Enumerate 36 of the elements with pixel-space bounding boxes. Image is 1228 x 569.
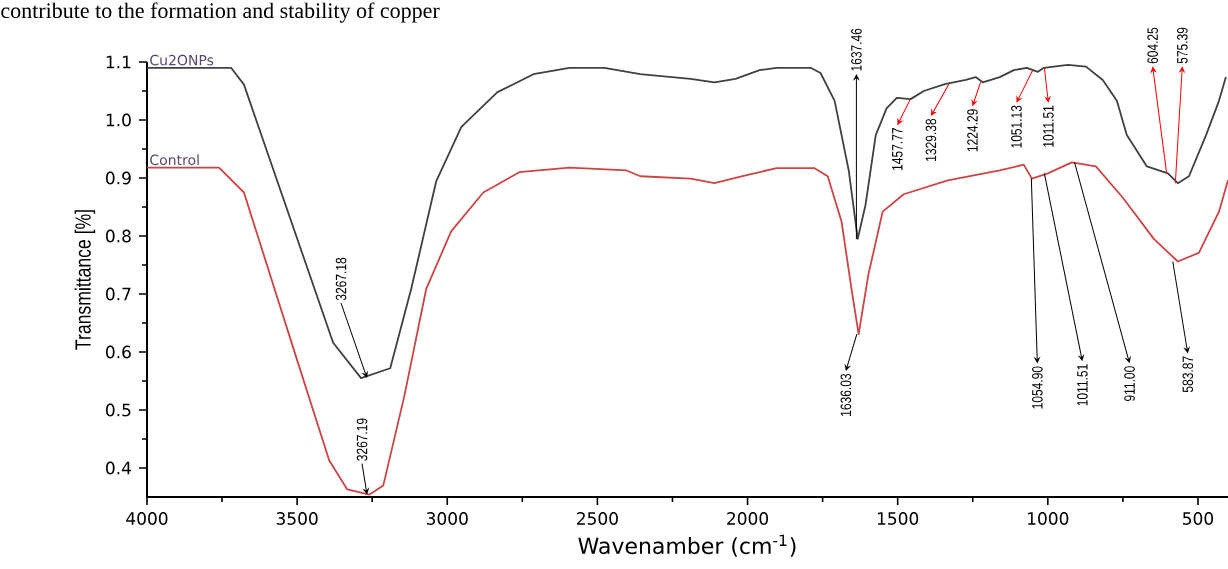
series-label: Control: [150, 154, 199, 166]
annotation: 1011.51: [1077, 364, 1088, 406]
annotation: 575.39: [1177, 27, 1188, 64]
y-tick-label: 0.7: [106, 287, 131, 301]
x-tick-label: 3500: [276, 512, 318, 525]
y-axis-title: Transmittance [%]: [74, 210, 96, 350]
annotation: 1457.77: [892, 128, 903, 170]
annotation: 1054.90: [1032, 366, 1043, 409]
annotation: 1637.46: [851, 28, 862, 71]
y-tick-label: 0.9: [106, 171, 131, 185]
y-tick-label: 0.8: [106, 229, 131, 243]
annotation: 1224.29: [967, 109, 978, 152]
annotation: 583.87: [1182, 356, 1194, 393]
x-tick-label: 2000: [727, 512, 769, 525]
annotation: 1636.03: [840, 373, 852, 416]
y-tick-label: 1.0: [106, 113, 131, 127]
y-tick-label: 0.6: [106, 345, 131, 359]
x-tick-label: 1000: [1028, 512, 1069, 525]
x-tick-label: 4000: [126, 512, 168, 525]
series-label: Cu2ONPs: [150, 54, 214, 66]
annotation: 604.25: [1147, 27, 1158, 64]
x-tick-label: 3000: [426, 512, 468, 525]
x-tick-label: 2500: [577, 512, 618, 525]
annotation: 1011.51: [1043, 105, 1054, 147]
y-tick-label: 0.5: [106, 403, 131, 417]
y-tick-label: 1.1: [106, 55, 131, 69]
annotation: 3267.18: [335, 257, 347, 301]
x-axis-title: Wavenamber (cm$^{-1}$): [578, 534, 796, 557]
text: contribute to the formation and stability of copper: [1, 2, 440, 23]
x-tick-label: 500: [1183, 512, 1214, 525]
y-tick-label: 0.4: [106, 461, 131, 475]
annotation: 3267.19: [356, 418, 368, 461]
annotation: 911.00: [1124, 366, 1135, 401]
x-tick-label: 1500: [877, 512, 919, 525]
annotation: 1051.13: [1011, 105, 1022, 148]
annotation: 1329.38: [925, 118, 937, 161]
